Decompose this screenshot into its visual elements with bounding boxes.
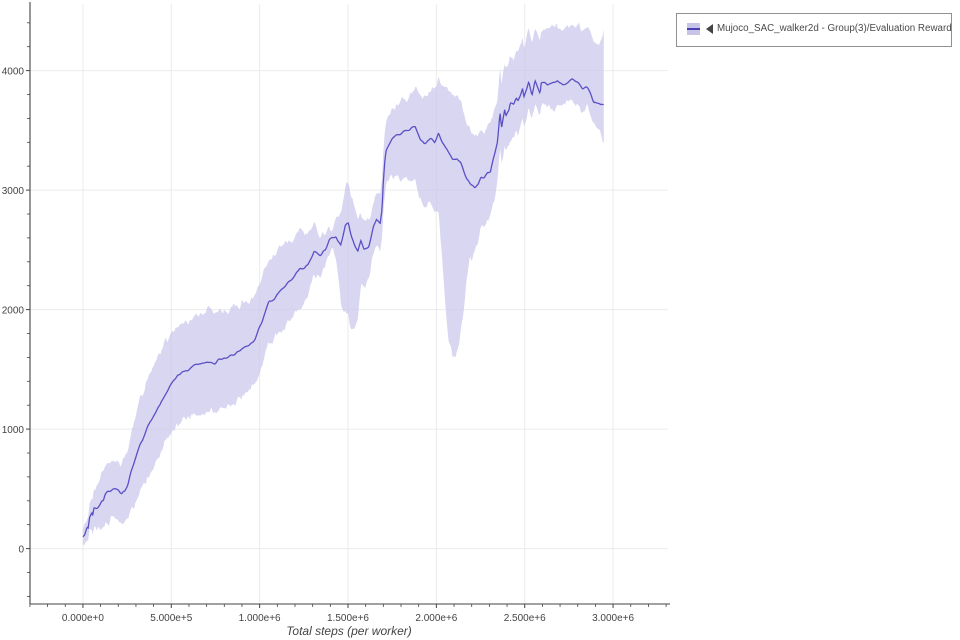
svg-text:3.000e+6: 3.000e+6 [592, 613, 634, 624]
svg-text:4000: 4000 [2, 67, 25, 78]
svg-text:2.000e+6: 2.000e+6 [415, 613, 457, 624]
svg-text:2.500e+6: 2.500e+6 [504, 613, 546, 624]
svg-text:0: 0 [18, 545, 24, 556]
svg-text:1.000e+6: 1.000e+6 [239, 613, 281, 624]
svg-text:1000: 1000 [2, 425, 25, 436]
svg-text:3000: 3000 [2, 186, 25, 197]
svg-text:2000: 2000 [2, 306, 25, 317]
svg-text:Total steps (per worker): Total steps (per worker) [286, 624, 412, 638]
svg-text:1.500e+6: 1.500e+6 [327, 613, 369, 624]
svg-text:5.000e+5: 5.000e+5 [150, 613, 192, 624]
svg-text:0.000e+0: 0.000e+0 [62, 613, 104, 624]
